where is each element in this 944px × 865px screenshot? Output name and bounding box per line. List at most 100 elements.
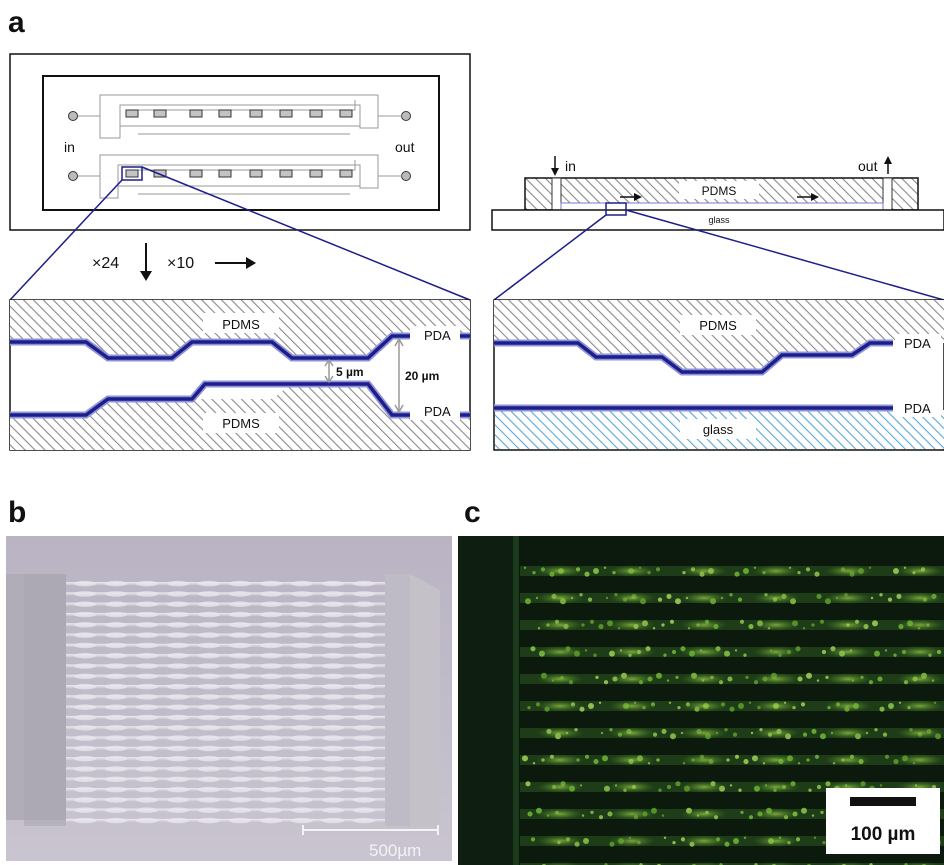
channel-b-chamber bbox=[291, 683, 313, 690]
channel-b-chamber bbox=[353, 632, 375, 638]
outlet-port-icon bbox=[401, 111, 411, 121]
fluorescence-glow bbox=[680, 592, 728, 604]
fluorescence-speck bbox=[530, 646, 536, 652]
fluorescence-glow bbox=[824, 700, 872, 712]
fluorescence-glow bbox=[824, 619, 872, 631]
channel-b-chamber bbox=[198, 725, 220, 731]
channel-b-chamber bbox=[291, 663, 313, 669]
fluorescence-speck bbox=[737, 597, 743, 602]
chip-inner-frame bbox=[42, 75, 440, 211]
channel-b-chamber bbox=[353, 786, 375, 793]
fluorescence-glow bbox=[752, 727, 800, 739]
right-bottom-pda-label: PDA bbox=[904, 401, 931, 416]
narrow-gap-label: 5 µm bbox=[336, 365, 364, 379]
channel-b-chamber bbox=[353, 725, 375, 731]
fluorescence-glow bbox=[536, 700, 584, 712]
channel-b-chamber bbox=[291, 622, 313, 628]
channel-b-chamber bbox=[167, 817, 189, 824]
right-pdms-label: PDMS bbox=[699, 318, 737, 333]
fluorescence-speck bbox=[530, 837, 536, 842]
channel-b-chamber bbox=[105, 601, 127, 607]
channel-b-chamber bbox=[105, 745, 127, 752]
fluorescence-speck bbox=[675, 675, 679, 680]
channel-b-line bbox=[66, 623, 385, 627]
fluorescence-glow bbox=[827, 862, 869, 865]
fluorescence-glow bbox=[824, 754, 872, 766]
fluorescence-speck bbox=[666, 784, 672, 790]
vertical-multiplier-label: ×24 bbox=[92, 255, 119, 272]
fluorescence-glow bbox=[680, 727, 728, 739]
channel-b-line bbox=[66, 582, 385, 586]
fluorescence-glow bbox=[608, 754, 656, 766]
channel-b-chamber bbox=[198, 776, 220, 783]
fluorescence-glow bbox=[608, 646, 656, 658]
channel-b-chamber bbox=[353, 622, 375, 628]
channel-b-chamber bbox=[229, 580, 251, 587]
channel-b-chamber bbox=[74, 704, 96, 710]
channel-b-chamber bbox=[322, 673, 344, 680]
right-arrow-head-icon bbox=[246, 257, 256, 269]
pdms-label-box bbox=[679, 181, 759, 199]
inlet-channel bbox=[551, 177, 562, 211]
channel-b-chamber bbox=[105, 755, 127, 762]
channel-b-chamber bbox=[198, 797, 220, 803]
channel-b-chamber bbox=[291, 786, 313, 793]
channel-b-chamber bbox=[136, 663, 158, 669]
side-outlet-label: out bbox=[858, 158, 878, 174]
pdms-label-box bbox=[680, 315, 756, 335]
channel-b-chamber bbox=[291, 642, 313, 649]
pdms-label-box bbox=[203, 413, 279, 433]
fluorescence-speck bbox=[820, 810, 824, 815]
out-arrow-head-icon bbox=[884, 156, 892, 164]
fluorescence-glow bbox=[824, 592, 872, 604]
fluorescence-speck bbox=[800, 702, 806, 707]
channel-b-chamber bbox=[136, 632, 158, 638]
channel-b-chamber bbox=[198, 755, 220, 762]
fluorescence-glow bbox=[608, 781, 656, 793]
upper-pda-coating bbox=[10, 334, 470, 360]
fluorescence-speck bbox=[874, 728, 878, 732]
fluorescence-speck bbox=[598, 624, 604, 630]
channel-b-chamber bbox=[322, 797, 344, 803]
fluorescence-glow bbox=[752, 619, 800, 631]
fluorescence-speck bbox=[738, 788, 742, 792]
chip-outlet-label: out bbox=[395, 139, 415, 155]
channel-b-chamber bbox=[167, 591, 189, 597]
fluorescence-speck bbox=[743, 653, 747, 657]
fluorescence-glow bbox=[824, 727, 872, 739]
channel-b-chamber bbox=[74, 807, 96, 813]
channel-b-chamber bbox=[260, 632, 282, 638]
fluorescence-speck bbox=[738, 703, 744, 709]
channel-b-chamber bbox=[291, 673, 313, 680]
right-upper-pda-coating bbox=[494, 341, 893, 374]
channel-b-chamber bbox=[105, 786, 127, 793]
fluorescence-glow bbox=[896, 592, 944, 604]
fluorescence-speck bbox=[887, 597, 893, 602]
channel-c-band bbox=[520, 728, 944, 738]
fluorescence-glow bbox=[752, 700, 800, 712]
fluorescence-glow bbox=[752, 835, 800, 847]
fluorescence-speck bbox=[598, 815, 604, 820]
fluorescence-glow bbox=[536, 673, 584, 685]
channel-b-chamber bbox=[136, 745, 158, 752]
fluorescence-speck bbox=[743, 836, 747, 839]
lower-chamber-row bbox=[125, 169, 353, 178]
fluorescence-glow bbox=[611, 862, 653, 865]
channel-b-chamber bbox=[136, 683, 158, 690]
channel-b-chamber bbox=[198, 632, 220, 638]
fluorescence-speck bbox=[583, 838, 589, 844]
fluorescence-glow bbox=[896, 565, 944, 577]
channel-b-chamber bbox=[322, 683, 344, 690]
channel-c-band bbox=[520, 755, 944, 765]
channel-b-chamber bbox=[322, 652, 344, 659]
channel-b-chamber bbox=[353, 766, 375, 772]
channel-b-chamber bbox=[136, 735, 158, 741]
pda-label-box bbox=[410, 326, 460, 344]
fluorescence-speck bbox=[816, 784, 822, 790]
fluorescence-speck bbox=[729, 706, 735, 712]
channel-b-chamber bbox=[353, 735, 375, 741]
channel-b-chamber bbox=[291, 766, 313, 772]
channel-b-chamber bbox=[291, 725, 313, 731]
left-bottom-pdms-label: PDMS bbox=[222, 416, 260, 431]
channel-b-chamber bbox=[260, 797, 282, 803]
